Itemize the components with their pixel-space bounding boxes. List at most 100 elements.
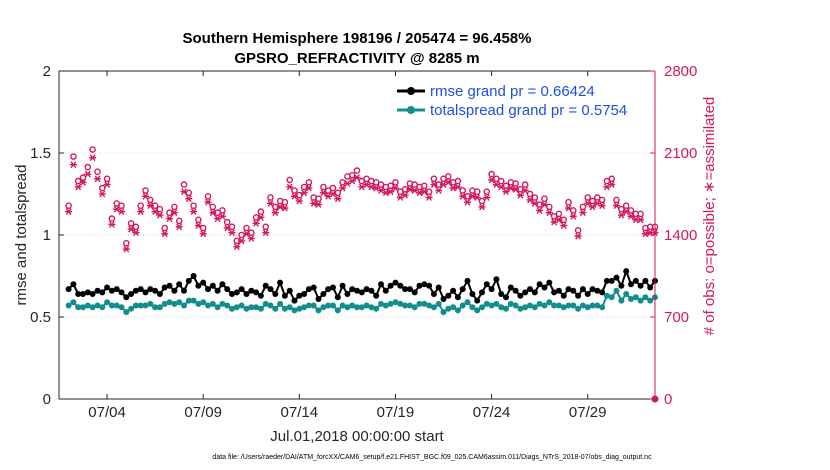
asterisk-stroke: [387, 188, 394, 196]
series-point-1: [195, 300, 202, 307]
assimilated-point: [435, 187, 443, 194]
series-point-1: [507, 300, 514, 307]
asterisk-stroke: [233, 243, 240, 251]
series-point-0: [65, 286, 72, 293]
asterisk-stroke: [80, 178, 86, 186]
possible-point: [420, 182, 428, 190]
assimilated-point: [209, 209, 217, 217]
possible-point: [541, 195, 548, 202]
assimilated-point: [637, 216, 645, 224]
asterisk-stroke: [70, 161, 77, 169]
asterisk-stroke: [565, 204, 572, 212]
series-point-1: [104, 299, 111, 306]
series-point-1: [594, 302, 601, 309]
asterisk-stroke: [522, 187, 529, 194]
assimilated-point: [319, 189, 327, 197]
possible-point: [209, 203, 217, 211]
asterisk-stroke: [517, 191, 524, 199]
series-point-0: [262, 282, 269, 289]
series-point-0: [507, 284, 514, 291]
series-point-1: [291, 307, 298, 314]
series-point-1: [493, 300, 500, 307]
series-point-0: [608, 277, 615, 284]
series-point-0: [104, 284, 111, 291]
series-point-0: [310, 284, 317, 291]
possible-point: [94, 168, 101, 175]
series-point-1: [132, 302, 139, 309]
series-point-0: [628, 281, 634, 288]
assimilated-point: [69, 161, 77, 169]
series-point-1: [281, 305, 288, 312]
series-point-0: [315, 296, 322, 302]
possible-point: [526, 190, 534, 198]
asterisk-stroke: [402, 191, 409, 199]
assimilated-point: [267, 199, 274, 207]
series-point-1: [344, 304, 351, 311]
asterisk-stroke: [305, 184, 312, 192]
asterisk-stroke: [209, 209, 216, 217]
series-point-1: [305, 302, 312, 309]
series-point-0: [209, 282, 216, 289]
series-point-0: [498, 291, 505, 297]
series-point-1: [147, 300, 154, 307]
series-point-0: [305, 286, 312, 293]
possible-point: [262, 223, 270, 231]
asterisk-stroke: [594, 199, 601, 207]
possible-point: [483, 188, 491, 195]
series-point-0: [575, 292, 582, 299]
asterisk-stroke: [205, 198, 211, 206]
series-point-0: [70, 281, 77, 288]
assimilated-point: [238, 237, 246, 245]
assimilated-point: [512, 185, 520, 193]
assimilated-point: [569, 212, 577, 220]
assimilated-point: [103, 181, 111, 189]
series-point-0: [142, 289, 149, 296]
series-point-1: [416, 300, 423, 307]
y-tick-label: 0.5: [30, 309, 51, 326]
series-point-1: [603, 292, 610, 299]
assimilated-point: [541, 201, 548, 208]
series-point-0: [387, 282, 394, 289]
possible-point: [180, 181, 188, 188]
series-point-0: [527, 286, 533, 293]
series-point-0: [512, 287, 519, 294]
asterisk-stroke: [195, 222, 202, 230]
asterisk-stroke: [618, 211, 625, 219]
series-point-1: [185, 297, 192, 304]
series-point-1: [334, 307, 341, 314]
legend-box: [391, 80, 653, 122]
assimilated-point: [401, 191, 409, 199]
series-point-0: [392, 279, 399, 286]
possible-point: [74, 177, 82, 185]
asterisk-stroke: [267, 199, 274, 207]
assimilated-point: [257, 213, 265, 221]
series-point-1: [517, 305, 524, 312]
series-point-0: [560, 292, 567, 299]
possible-point: [257, 208, 265, 215]
series-point-1: [527, 302, 533, 309]
asterisk-stroke: [411, 187, 418, 194]
series-point-0: [483, 281, 490, 288]
series-point-0: [430, 291, 437, 297]
assimilated-point: [536, 206, 544, 214]
assimilated-point: [444, 178, 452, 186]
series-point-1: [277, 300, 284, 307]
series-point-1: [108, 302, 115, 309]
series-point-1: [166, 299, 173, 306]
series-point-1: [363, 302, 370, 309]
assimilated-point: [276, 203, 284, 211]
series-point-1: [349, 302, 356, 309]
series-point-1: [209, 300, 216, 307]
series-point-1: [94, 302, 101, 309]
series-point-0: [243, 291, 250, 297]
series-point-0: [411, 289, 418, 296]
series-point-0: [354, 287, 360, 294]
series-point-1: [152, 304, 159, 311]
series-point-1: [330, 302, 336, 309]
possible-point: [334, 189, 342, 197]
assimilated-point: [617, 211, 625, 219]
asterisk-stroke: [166, 215, 173, 223]
possible-point: [65, 202, 72, 209]
assimilated-point: [468, 192, 476, 200]
